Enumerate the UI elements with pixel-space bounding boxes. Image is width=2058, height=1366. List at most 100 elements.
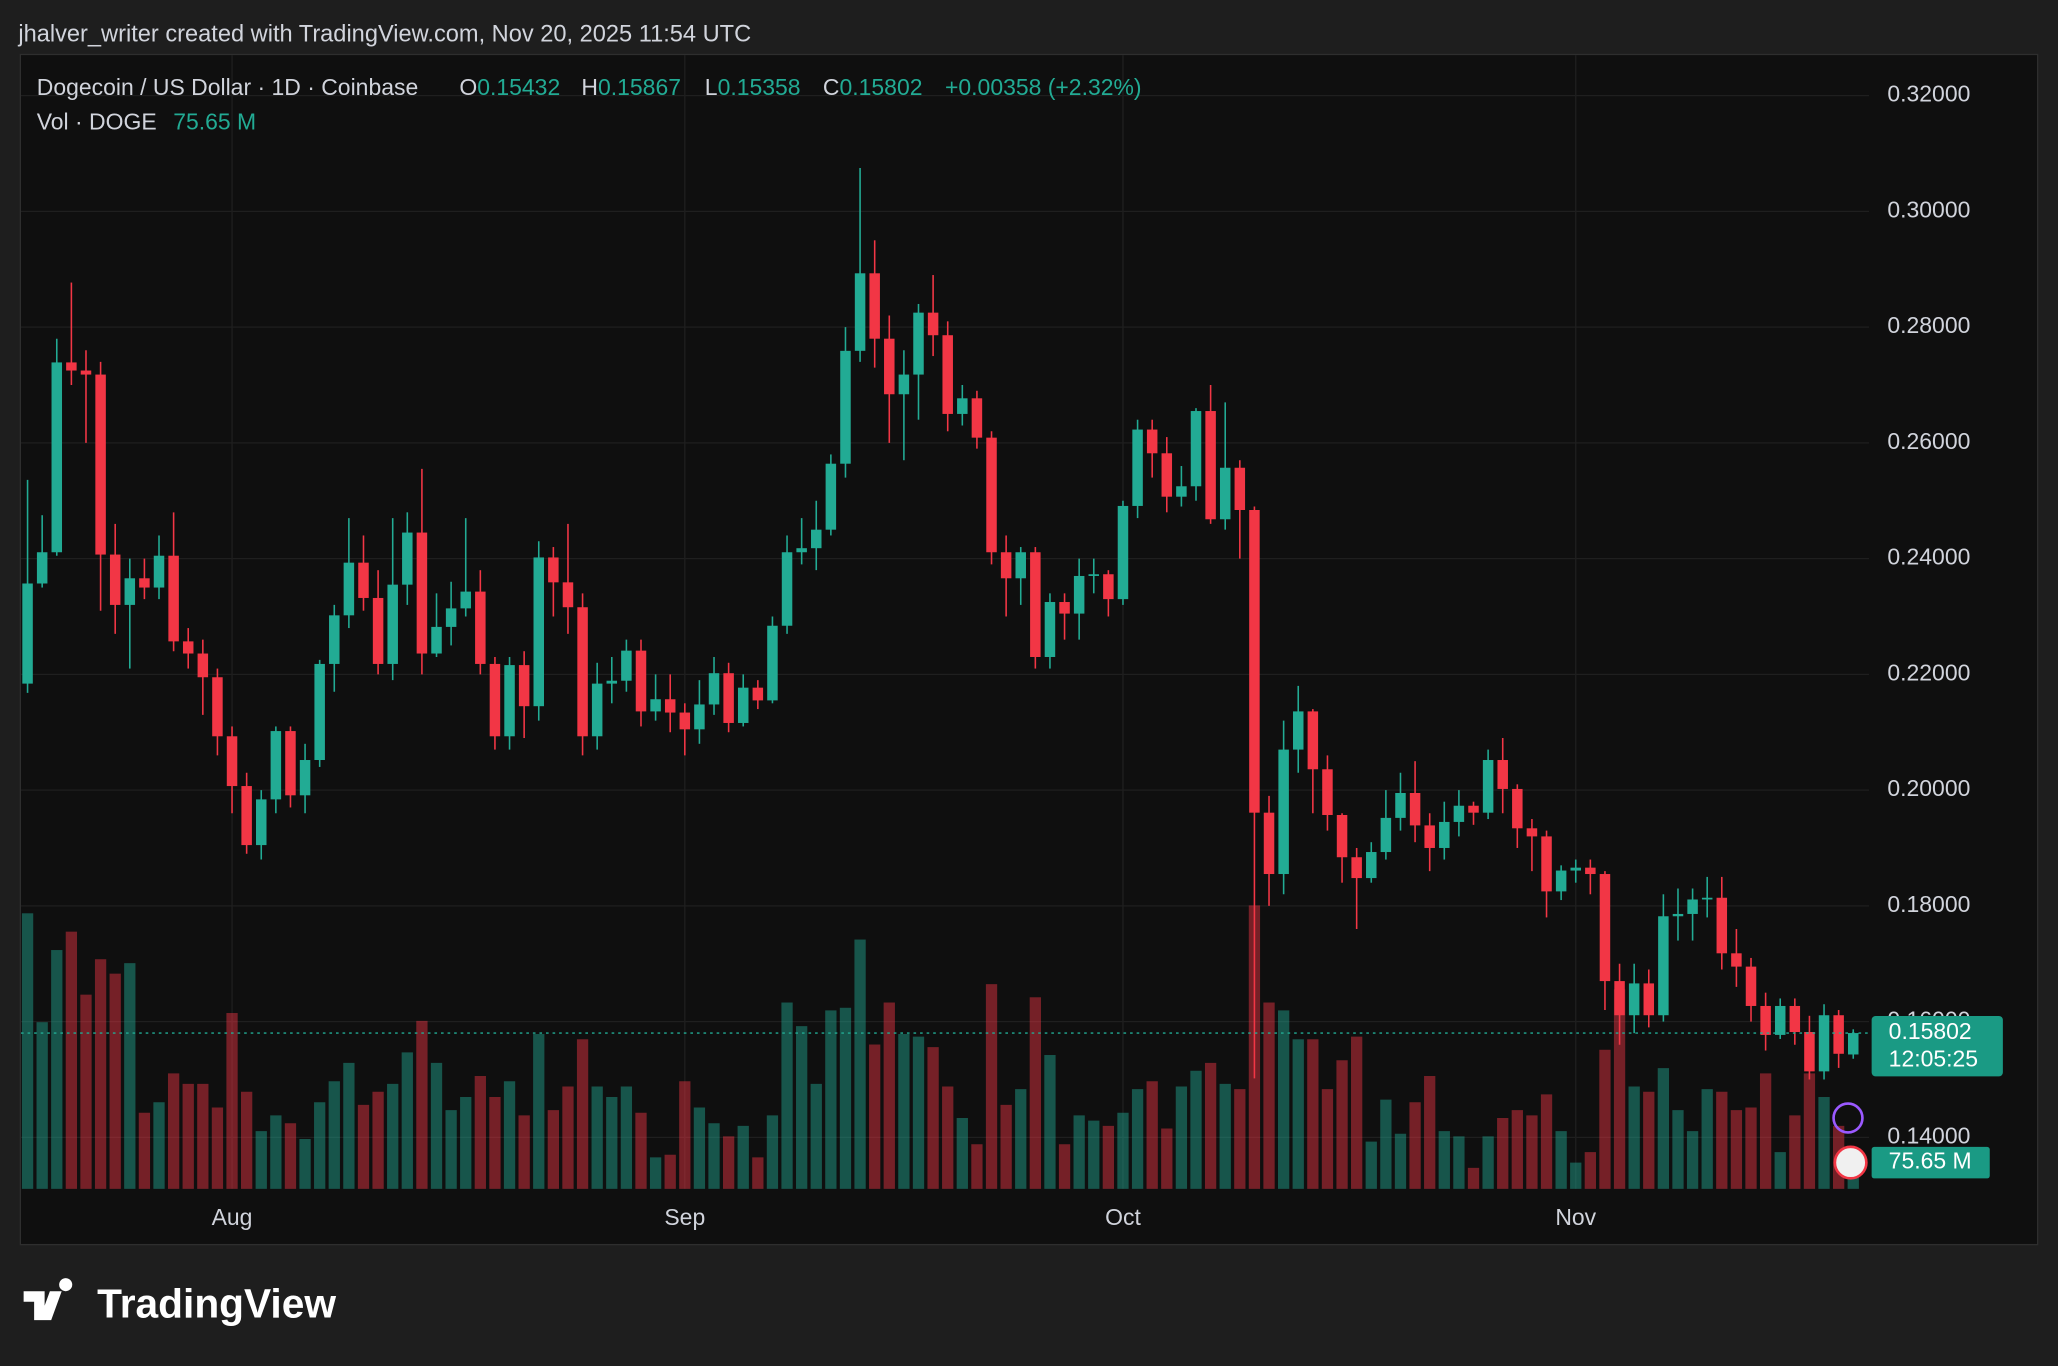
volume-bar — [1540, 1094, 1553, 1189]
candle-body — [1336, 814, 1348, 858]
candle-body — [898, 374, 910, 395]
candle-body — [80, 370, 92, 375]
volume-bar — [649, 1157, 662, 1189]
candle-body — [372, 597, 384, 664]
candle-body — [1804, 1032, 1815, 1072]
candle-body — [1234, 467, 1246, 510]
candle-body — [811, 529, 822, 549]
y-tick-label: 0.32000 — [1887, 81, 1970, 107]
volume-bar — [1175, 1086, 1188, 1189]
candle-body — [1000, 552, 1012, 579]
candle-body — [168, 555, 179, 642]
candle-body — [1818, 1015, 1830, 1072]
candle-body — [927, 312, 939, 336]
volume-bar — [124, 963, 136, 1189]
y-tick-label: 0.18000 — [1887, 891, 1970, 917]
candle-body — [1731, 953, 1742, 967]
volume-bar — [576, 1039, 589, 1189]
volume-bar — [503, 1081, 516, 1189]
volume-bar — [533, 1034, 545, 1189]
candle-body — [241, 786, 252, 846]
volume-bar — [781, 1002, 793, 1189]
volume-bar — [1058, 1144, 1071, 1189]
y-tick-label: 0.30000 — [1887, 196, 1970, 222]
candle-body — [1745, 966, 1757, 1006]
volume-bar — [635, 1112, 647, 1189]
candle-body — [1687, 899, 1698, 914]
volume-bar — [1321, 1089, 1334, 1189]
event-icon — [1833, 1145, 1868, 1180]
candle-body — [153, 555, 165, 588]
volume-bar — [1000, 1104, 1012, 1189]
y-tick-label: 0.22000 — [1887, 659, 1970, 685]
volume-title: Vol · DOGE — [37, 108, 157, 134]
candle-body — [533, 557, 545, 707]
candle-body — [723, 673, 734, 723]
candle-body — [518, 665, 530, 707]
candle-body — [1789, 1005, 1801, 1033]
volume-bar — [1307, 1039, 1319, 1189]
volume-bar — [430, 1062, 443, 1189]
candle-body — [752, 687, 764, 701]
volume-bar — [1029, 997, 1041, 1189]
candle-body — [1292, 711, 1304, 750]
volume-bar — [460, 1096, 472, 1189]
low-letter: L — [705, 74, 718, 100]
volume-bar — [299, 1138, 311, 1189]
volume-bar — [752, 1157, 764, 1189]
grid — [21, 55, 1869, 1189]
candle-body — [606, 680, 618, 684]
candle-body — [460, 591, 471, 609]
volume-bar — [971, 1144, 983, 1189]
candles — [22, 167, 1859, 1080]
y-tick-label: 0.26000 — [1887, 428, 1970, 454]
volume-bar — [1394, 1133, 1407, 1189]
volume-legend: Vol · DOGE 75.65 M — [37, 108, 256, 134]
volume-bar — [1351, 1036, 1363, 1189]
volume-bar — [854, 939, 866, 1189]
candle-body — [694, 704, 705, 730]
candle-body — [1059, 602, 1070, 614]
volume-bar — [1263, 1002, 1275, 1189]
watermark: jhalver_writer created with TradingView.… — [17, 22, 751, 48]
candle-body — [825, 463, 837, 530]
volume-bar — [591, 1086, 603, 1189]
candle-body — [840, 350, 851, 464]
candle-body — [1482, 760, 1494, 813]
candle-body — [475, 591, 486, 664]
x-tick-label: Aug — [212, 1204, 253, 1230]
candle-body — [1278, 749, 1289, 875]
candle-body — [1307, 711, 1319, 770]
candle-body — [1044, 602, 1056, 657]
candle-body — [621, 650, 632, 681]
volume-bar — [255, 1131, 267, 1189]
candle-body — [1570, 867, 1581, 871]
volume-bar — [606, 1096, 618, 1189]
candle-body — [1848, 1033, 1859, 1055]
volume-bar — [357, 1104, 370, 1189]
candle-body — [1468, 805, 1479, 813]
candle-body — [95, 374, 106, 555]
volume-bar — [372, 1091, 384, 1189]
candle-body — [957, 398, 968, 414]
candle-body — [1409, 792, 1421, 826]
volume-bar — [708, 1123, 720, 1189]
volume-bar — [138, 1112, 151, 1189]
candle-body — [1351, 857, 1362, 879]
volume-bar — [562, 1086, 574, 1189]
volume-bar — [766, 1115, 779, 1189]
y-tick-label: 0.14000 — [1887, 1122, 1970, 1148]
volume-bar — [211, 1107, 224, 1189]
candle-body — [1161, 453, 1173, 497]
candle-body — [1424, 825, 1435, 848]
volume-bar — [51, 950, 63, 1189]
candle-body — [1555, 870, 1567, 892]
candle-body — [1395, 792, 1406, 818]
candle-body — [1453, 805, 1465, 822]
candle-body — [986, 437, 997, 553]
volume-bar — [942, 1086, 954, 1189]
y-tick-label: 0.20000 — [1887, 775, 1970, 801]
candle-body — [36, 552, 48, 584]
volume-bar — [869, 1044, 881, 1189]
candle-body — [942, 335, 953, 414]
